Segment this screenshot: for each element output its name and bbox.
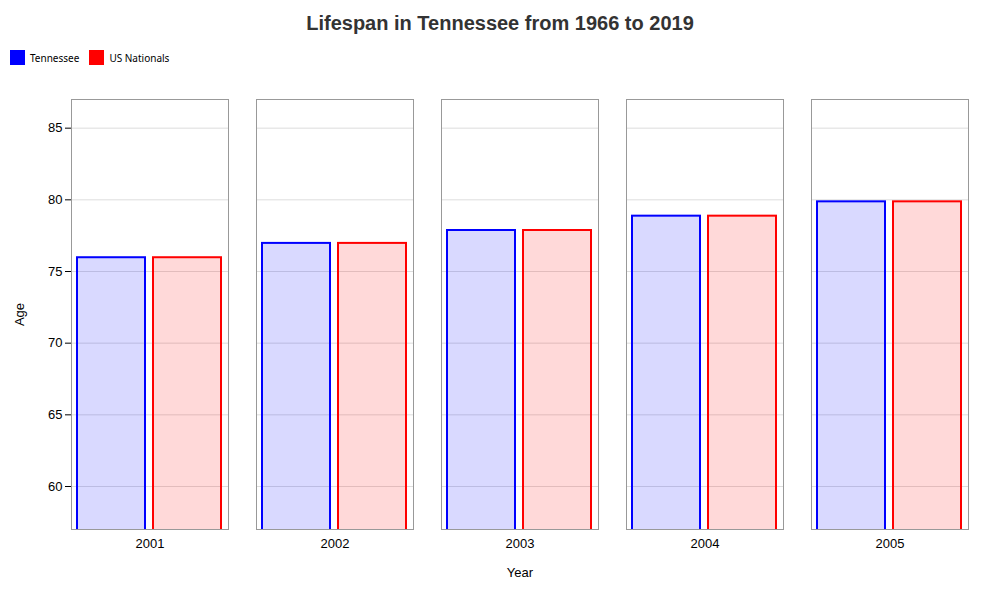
svg-text:2003: 2003 [506, 536, 535, 551]
svg-text:80: 80 [48, 192, 62, 207]
svg-text:2001: 2001 [136, 536, 165, 551]
svg-text:Age: Age [12, 303, 27, 326]
html-text:US Nationals: US Nationals [109, 50, 170, 65]
svg-text:Year: Year [507, 565, 534, 580]
svg-text:75: 75 [48, 264, 62, 279]
svg-text:70: 70 [48, 335, 62, 350]
svg-text:65: 65 [48, 407, 62, 422]
svg-text:2005: 2005 [876, 536, 905, 551]
svg-text:60: 60 [48, 479, 62, 494]
svg-text:2004: 2004 [691, 536, 720, 551]
svg-text:2002: 2002 [321, 536, 350, 551]
html-text:Tennessee: Tennessee [30, 50, 80, 65]
html-text:Lifespan in Tennessee from 196: Lifespan in Tennessee from 1966 to 2019 [306, 12, 694, 34]
svg-text:85: 85 [48, 120, 62, 135]
